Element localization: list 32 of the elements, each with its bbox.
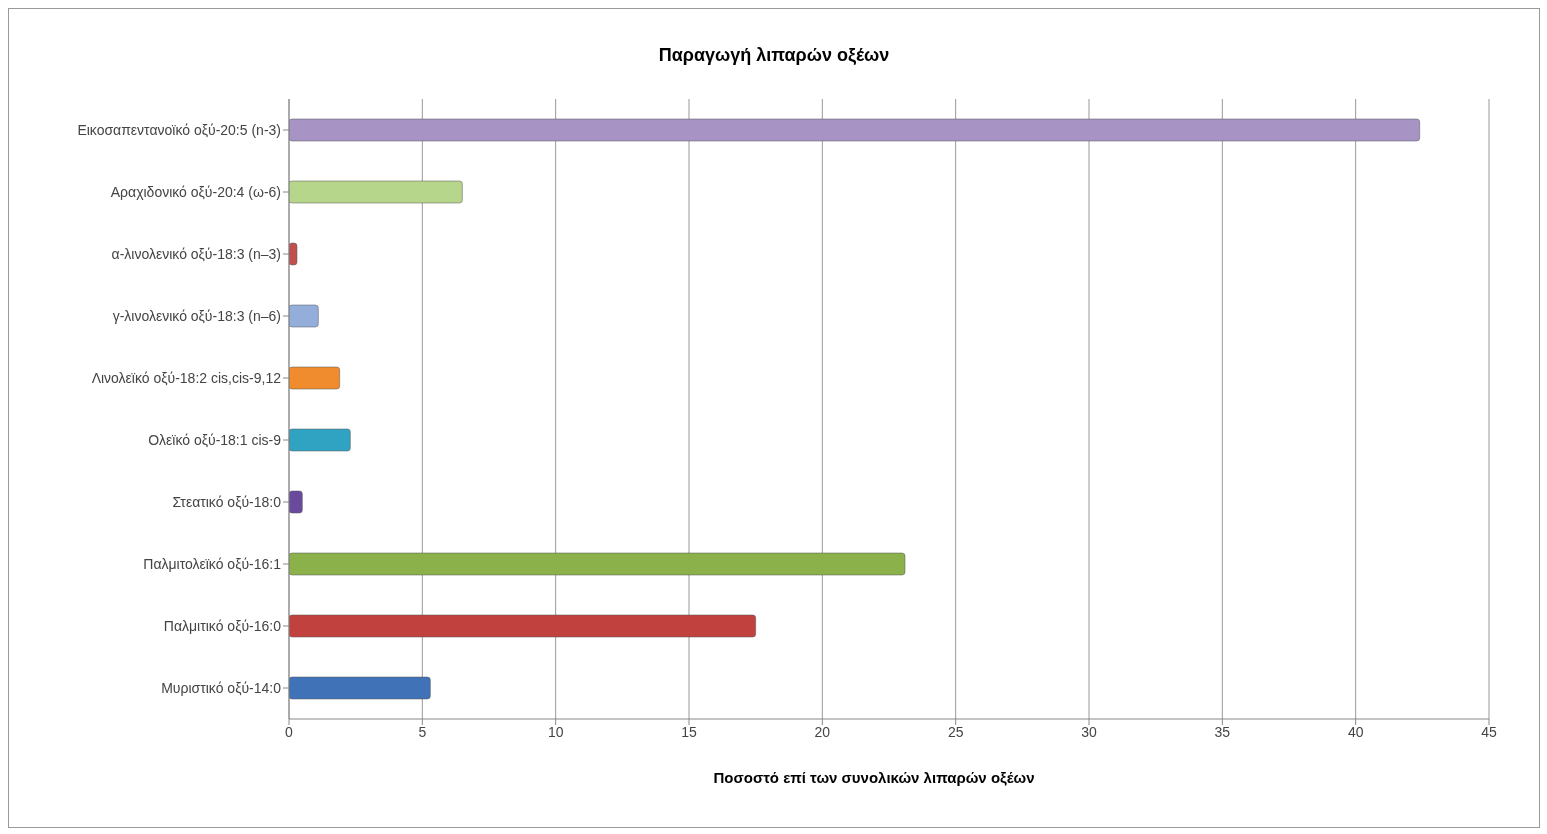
- bar: [289, 552, 906, 576]
- y-tick-label: α-λινολενικό οξύ-18:3 (n–3): [111, 245, 281, 262]
- y-tick-label: Μυριστικό οξύ-14:0: [161, 679, 282, 696]
- x-tick-label: 35: [1214, 723, 1231, 740]
- bar: [289, 676, 431, 700]
- y-tick-label: Λινολεϊκό οξύ-18:2 cis,cis-9,12: [91, 369, 282, 386]
- x-tick-label: 30: [1081, 723, 1097, 740]
- x-tick-label: 0: [285, 723, 294, 740]
- x-tick-label: 45: [1481, 723, 1497, 740]
- bar: [289, 428, 351, 452]
- y-tick-label: Εικοσαπεντανοϊκό οξύ-20:5 (n-3): [77, 121, 281, 138]
- bar: [289, 242, 298, 266]
- bar: [289, 180, 463, 204]
- y-tick-label: γ-λινολενικό οξύ-18:3 (n–6): [112, 307, 281, 324]
- chart-title: Παραγωγή λιπαρών οξέων: [657, 44, 891, 67]
- x-tick-label: 15: [681, 723, 697, 740]
- x-tick-label: 20: [814, 723, 831, 740]
- bar: [289, 490, 303, 514]
- x-tick-label: 40: [1347, 723, 1364, 740]
- y-tick-label: Στεατικό οξύ-18:0: [172, 493, 282, 510]
- y-tick-label: Αραχιδονικό οξύ-20:4 (ω-6): [110, 183, 281, 200]
- bar: [289, 304, 319, 328]
- bar: [289, 366, 340, 390]
- x-tick-label: 10: [547, 723, 564, 740]
- x-axis-title: Ποσοστό επί των συνολικών λιπαρών οξέων: [712, 769, 1036, 786]
- x-tick-label: 25: [947, 723, 964, 740]
- y-tick-label: Παλμιτολεϊκό οξύ-16:1: [143, 555, 282, 572]
- y-tick-label: Παλμιτικό οξύ-16:0: [163, 617, 282, 634]
- x-tick-label: 5: [418, 723, 427, 740]
- bar: [289, 614, 756, 638]
- bar: [289, 118, 1420, 142]
- y-tick-label: Ολεϊκό οξύ-18:1 cis-9: [148, 431, 282, 448]
